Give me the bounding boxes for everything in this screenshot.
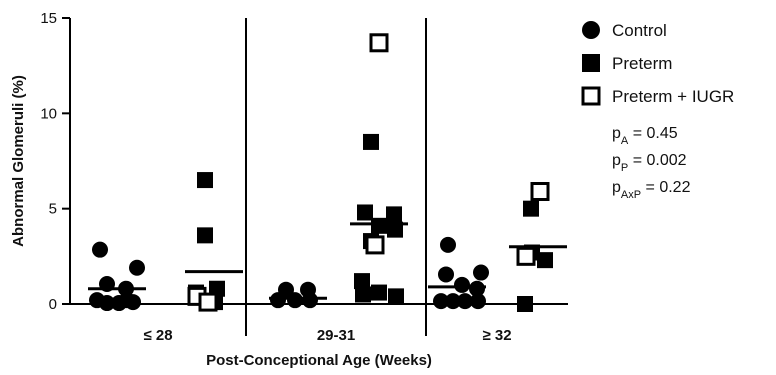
control-point <box>118 280 134 297</box>
control-point <box>445 293 461 310</box>
y-tick-label: 10 <box>40 105 57 122</box>
preterm-point <box>517 296 533 312</box>
control-point <box>457 293 473 310</box>
x-axis-title: Post-Conceptional Age (Weeks) <box>206 352 432 369</box>
control-point <box>469 280 485 297</box>
x-group-label: ≥ 32 <box>482 327 511 344</box>
y-axis-title: Abnormal Glomeruli (%) <box>10 75 27 247</box>
preterm-point <box>371 217 387 234</box>
mean-lines <box>88 222 567 300</box>
x-group-label: ≤ 28 <box>143 327 172 344</box>
control-point <box>438 266 454 283</box>
p-value-text: pP = 0.002 <box>612 152 687 174</box>
control-point <box>470 293 486 310</box>
statistics: pA = 0.45 pP = 0.002 pAxP = 0.22 <box>612 125 691 201</box>
control-point <box>473 264 489 281</box>
y-tick-label: 5 <box>49 201 57 218</box>
y-ticks: 0 5 10 15 <box>40 10 70 313</box>
control-point <box>92 241 108 258</box>
control-point <box>125 294 141 311</box>
data-points <box>89 33 553 312</box>
legend-label: Control <box>612 21 667 40</box>
p-value-text: pAxP = 0.22 <box>612 179 691 201</box>
y-tick-label: 0 <box>49 296 57 313</box>
legend-preterm-iugr-marker <box>581 86 601 106</box>
preterm-iugr-point <box>198 292 218 312</box>
preterm-point <box>386 206 402 223</box>
preterm-point <box>354 273 370 290</box>
legend-label: Preterm <box>612 54 672 73</box>
preterm-point <box>371 284 387 301</box>
x-group-label: 29-31 <box>317 327 355 344</box>
y-tick-label: 15 <box>40 10 57 27</box>
preterm-point <box>537 252 553 269</box>
legend: Control Preterm Preterm + IUGR <box>581 21 734 106</box>
control-point <box>302 292 318 309</box>
preterm-point <box>387 221 403 238</box>
preterm-iugr-point <box>530 182 550 202</box>
preterm-point <box>357 204 373 221</box>
control-point <box>440 236 456 253</box>
preterm-iugr-point <box>516 246 536 266</box>
x-group-labels: ≤ 28 29-31 ≥ 32 <box>143 327 511 344</box>
preterm-point <box>197 172 213 189</box>
preterm-point <box>363 133 379 150</box>
p-value-text: pA = 0.45 <box>612 125 678 147</box>
control-point <box>287 292 303 309</box>
control-point <box>129 259 145 276</box>
legend-label: Preterm + IUGR <box>612 87 734 106</box>
preterm-iugr-point <box>369 33 389 53</box>
preterm-point <box>388 288 404 305</box>
control-point <box>99 295 115 312</box>
control-point <box>111 295 127 312</box>
legend-preterm-marker <box>582 54 600 72</box>
control-point <box>433 293 449 310</box>
preterm-point <box>523 200 539 217</box>
preterm-point <box>197 227 213 244</box>
control-point <box>99 275 115 292</box>
preterm-iugr-point <box>365 235 385 255</box>
preterm-point <box>355 286 371 303</box>
legend-control-marker <box>582 21 600 39</box>
control-point <box>454 276 470 293</box>
control-point <box>270 292 286 309</box>
